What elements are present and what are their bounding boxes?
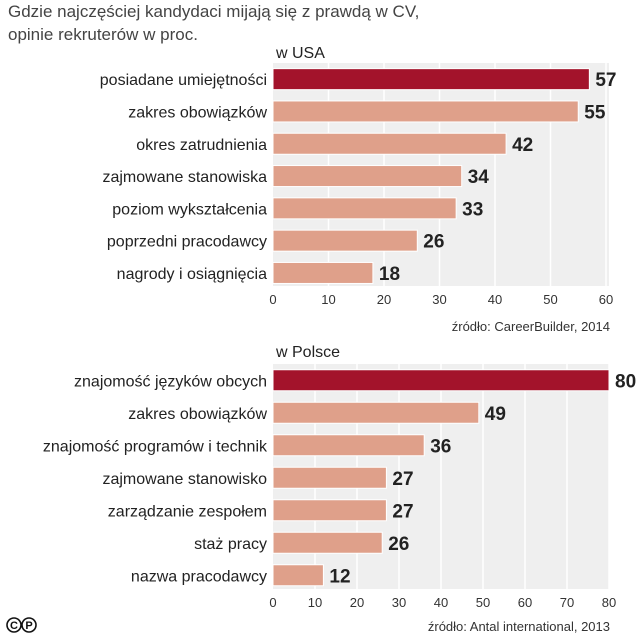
- pl-bar: [272, 401, 480, 424]
- usa-value-label: 55: [584, 102, 606, 123]
- usa-tick-label: 50: [543, 292, 557, 307]
- pl-source: źródło: Antal international, 2013: [428, 619, 610, 634]
- usa-tick-label: 0: [269, 292, 276, 307]
- pl-category-label: nazwa pracodawcy: [131, 568, 267, 585]
- pl-category-label: zakres obowiązków: [128, 406, 267, 423]
- pl-subtitle: w Polsce: [275, 344, 340, 361]
- pl-bar: [272, 434, 425, 457]
- pl-tick-label: 60: [518, 595, 532, 610]
- pl-bar: [272, 564, 324, 587]
- pl-bar: [272, 466, 387, 489]
- usa-value-label: 26: [423, 232, 444, 253]
- logo-c-icon: [6, 617, 22, 633]
- usa-category-label: zajmowane stanowiska: [102, 169, 267, 186]
- pl-tick-label: 30: [392, 595, 406, 610]
- usa-bar: [272, 229, 418, 252]
- pl-bar: [272, 369, 610, 392]
- pl-value-label: 27: [392, 469, 413, 490]
- pl-value-label: 12: [329, 566, 350, 587]
- logo-letter-c: C: [10, 620, 18, 632]
- usa-bar: [272, 68, 590, 91]
- chart-title-line-2: opinie rekruterów w proc.: [8, 25, 198, 44]
- usa-category-label: posiadane umiejętności: [100, 72, 267, 89]
- usa-category-label: nagrody i osiągnięcia: [117, 266, 267, 283]
- chart-title: Gdzie najczęściej kandydaci mijają się z…: [8, 0, 628, 46]
- usa-subtitle: w USA: [275, 45, 325, 62]
- usa-tick-label: 30: [432, 292, 446, 307]
- usa-source: źródło: CareerBuilder, 2014: [452, 319, 610, 334]
- usa-tick-label: 60: [599, 292, 613, 307]
- pl-value-label: 36: [430, 436, 451, 457]
- usa-bar: [272, 197, 457, 220]
- pl-category-label: znajomość programów i technik: [43, 438, 268, 455]
- usa-category-label: okres zatrudnienia: [136, 137, 267, 154]
- pl-tick-label: 0: [269, 595, 276, 610]
- usa-bar: [272, 100, 579, 123]
- usa-category-label: poprzedni pracodawcy: [107, 234, 267, 251]
- usa-tick-label: 40: [488, 292, 502, 307]
- logo-p-icon: [21, 617, 37, 633]
- pl-category-label: zajmowane stanowisko: [102, 471, 267, 488]
- usa-category-label: zakres obowiązków: [128, 104, 267, 121]
- pl-tick-label: 50: [476, 595, 490, 610]
- usa-value-label: 34: [468, 167, 490, 188]
- usa-value-label: 57: [595, 70, 616, 91]
- pl-value-label: 27: [392, 501, 413, 522]
- pl-value-label: 49: [485, 404, 506, 425]
- pl-bar: [272, 499, 387, 522]
- usa-value-label: 33: [462, 199, 483, 220]
- pl-tick-label: 80: [602, 595, 616, 610]
- pl-tick-label: 20: [350, 595, 364, 610]
- usa-tick-label: 10: [321, 292, 335, 307]
- chart-title-line-1: Gdzie najczęściej kandydaci mijają się z…: [8, 2, 420, 21]
- usa-category-label: poziom wykształcenia: [112, 201, 267, 218]
- pl-bar: [272, 531, 383, 554]
- pl-value-label: 26: [388, 534, 409, 555]
- usa-bar: [272, 165, 463, 188]
- pl-tick-label: 10: [308, 595, 322, 610]
- usa-tick-label: 20: [377, 292, 391, 307]
- usa-value-label: 18: [379, 264, 400, 285]
- pl-category-label: staż pracy: [194, 536, 267, 553]
- pl-category-label: zarządzanie zespołem: [108, 503, 267, 520]
- pl-tick-label: 70: [560, 595, 574, 610]
- pl-category-label: znajomość języków obcych: [74, 373, 267, 390]
- pl-tick-label: 40: [434, 595, 448, 610]
- pl-value-label: 80: [615, 371, 636, 392]
- usa-value-label: 42: [512, 135, 533, 156]
- usa-bar: [272, 261, 374, 284]
- usa-bar: [272, 132, 507, 155]
- logo-letter-p: P: [25, 620, 32, 632]
